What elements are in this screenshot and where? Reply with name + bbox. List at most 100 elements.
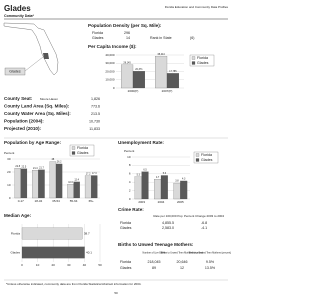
legend-label: Glades [197,61,209,65]
crime-cell: 2,583.0 [162,226,174,230]
y-tick-label: 0 [9,196,11,200]
value-label: 5.3 [137,173,141,176]
y-tick-label: 0 [129,197,131,201]
legend-label: Florida [201,153,212,157]
subtitle: Community Data* [4,14,35,18]
legend-swatch [71,146,76,150]
bar [14,168,21,199]
value-label: 28,145 [123,61,131,64]
density-cell: Florida [92,31,103,35]
page-number: 50 [114,291,118,295]
births-cell: Florida [120,260,131,264]
births-cell: Glades [120,266,132,270]
map-pointer [24,56,44,72]
births-cell: 13.5% [205,266,216,270]
fact-label: County Water Area (Sq. Miles): [4,111,71,116]
map-label-box [4,67,26,76]
legend-label: Glades [77,151,89,155]
y-tick-label: 10 [7,183,11,187]
bar [132,71,145,89]
x-tick-label: 20 [52,263,56,267]
fact-value: 773.6 [91,104,100,108]
value-label: 4.3 [182,178,186,181]
legend-swatch [195,158,200,162]
x-tick-label: 2004 [158,200,165,204]
bar [155,56,168,89]
page: { "header": {"title": "Glades", "source"… [3,4,231,295]
value-label: 22.5 [22,165,27,168]
bar [141,171,149,200]
bar [67,184,74,199]
legend-box [193,151,219,164]
x-tick-label: 18-34 [35,199,43,203]
x-tick-label: 2007(P) [162,89,173,93]
bar [73,181,80,199]
crime-header: Rate per 100,000 Pop [153,214,183,218]
legend-label: Glades [201,158,213,162]
chart-title: Per Capita Income ($): [88,44,137,49]
x-tick-label: 65+ [89,199,94,203]
crime-cell: -4.1 [201,226,207,230]
florida-map [3,22,59,76]
y-tick-label: Glades [10,250,20,254]
value-label: 6.5 [143,168,147,171]
value-label: 38.7 [84,231,90,235]
births-cell: 218,045 [148,260,161,264]
value-label: 20,371 [135,68,143,71]
value-label: 5.6 [163,172,167,175]
bar [91,175,98,199]
value-label: 21.7 [39,166,44,169]
y-tick-label: Florida [11,231,21,235]
x-tick-label: 2000(P) [128,89,139,93]
y-tick-label: 20 [7,170,11,174]
births-header: Number of Live Births [143,252,167,255]
x-tick-label: 40 [83,263,87,267]
x-tick-label: 0 [21,263,23,267]
legend-swatch [191,61,196,65]
births-cell: 89 [152,266,156,270]
legend-label: Florida [77,146,88,150]
crime-cell: Florida [120,221,131,225]
y-axis-label: Percent [124,149,135,153]
fact-value: 10,730 [89,119,100,123]
legend-swatch [71,151,76,155]
y-tick-label: 30 [7,157,11,161]
bar [166,73,179,89]
legend-box [189,54,215,67]
value-label: 4.7 [156,176,160,179]
births-header: Births to Unwed Teen Mothers (percent) [189,252,231,255]
chart-title: Population by Age Range: [4,140,61,145]
x-tick-label: 55-64 [70,199,78,203]
source: Florida Education and Community Data Pro… [165,5,229,9]
value-label: 17.2 [86,172,91,175]
y-tick-label: 0 [113,86,115,90]
x-tick-label: 0-17 [18,199,24,203]
chart-title: Median Age: [4,213,32,218]
y-tick-label: 10 [127,155,131,159]
crime-header: Percent Change 2003 to 2004 [184,214,224,218]
bar [32,170,39,199]
value-label: 22.8 [15,165,20,168]
fact-value: 1,826 [91,97,100,101]
x-tick-label: 35-54 [52,199,60,203]
value-label: 12.4 [74,179,79,182]
value-label: 17.3 [92,172,97,175]
y-tick-label: 8 [129,163,131,167]
bar [160,175,168,200]
crime-cell: 4,855.5 [162,221,174,225]
value-label: 3.8 [175,180,179,183]
y-tick-label: 6 [129,172,131,176]
bar [21,227,83,240]
bar [134,176,142,200]
births-cell: 12 [180,266,184,270]
births-title: Births to Unwed Teenage Mothers: [118,242,194,247]
chart-title: Unemployment Rate: [118,140,164,145]
value-label: 40.1 [86,250,92,254]
fact-label: Projected (2010): [4,126,41,131]
births-cell: 9.5% [206,260,215,264]
footnote: *Unless otherwise indicated, community d… [6,282,142,286]
crime-title: Crime Rate: [118,207,144,212]
fact-label: Population (2004): [4,119,44,124]
bar [20,168,28,199]
x-tick-label: 50 [98,263,102,267]
